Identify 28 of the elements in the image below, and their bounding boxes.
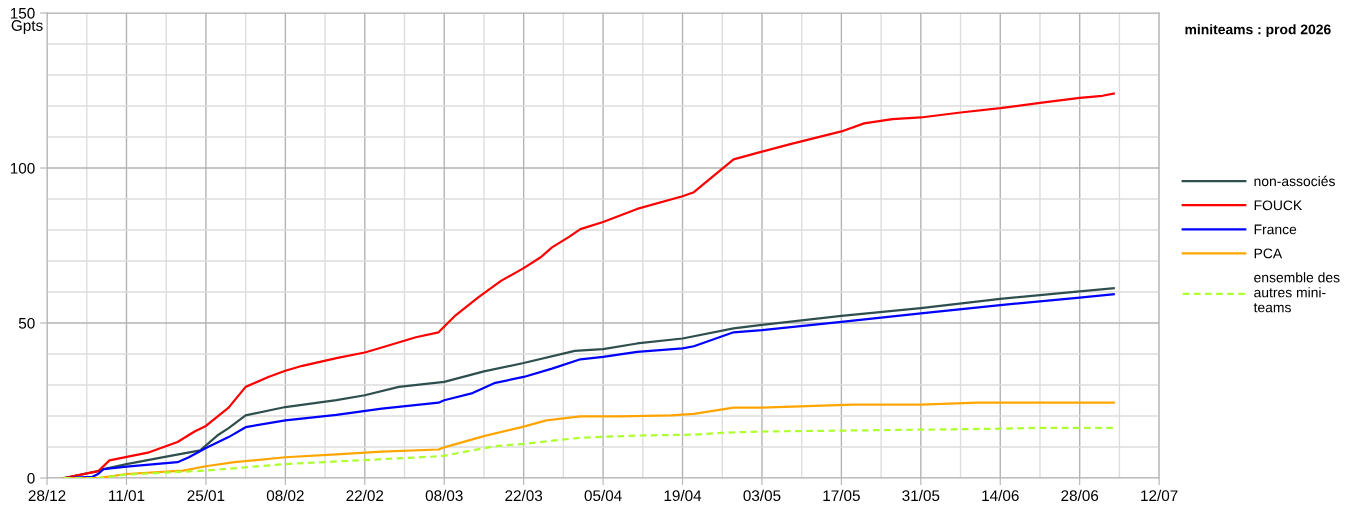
x-tick-label: 03/05 [743,489,781,502]
x-tick-label: 22/02 [346,489,384,502]
y-tick-label: 50 [18,317,35,329]
legend-label: France [1254,224,1297,235]
x-tick-label: 31/05 [902,489,940,502]
legend-label: FOUCK [1254,200,1303,211]
x-tick-label: 08/03 [425,489,463,502]
x-tick-label: 05/04 [584,489,622,502]
x-tick-label: 19/04 [664,489,702,502]
legend-label: PCA [1254,248,1283,259]
x-tick-label: 25/01 [187,489,225,502]
text: miniteams : prod 2026 [1185,24,1331,38]
x-tick-label: 22/03 [505,489,543,502]
legend-label: ensemble des autres mini- teams [1253,272,1340,313]
x-tick-label: 28/06 [1061,489,1099,502]
y-axis-title: Gpts [11,20,43,34]
x-tick-label: 12/07 [1141,489,1178,502]
x-tick-label: 11/01 [109,489,145,502]
line-series [62,401,1115,479]
y-tick-label: 0 [27,472,35,484]
x-tick-label: 17/05 [823,489,860,502]
y-tick-label: 150 [10,7,35,19]
x-tick-label: 28/12 [28,489,66,502]
legend-label: non-associés [1254,175,1335,187]
y-tick-label: 100 [10,162,35,174]
x-tick-label: 08/02 [266,489,304,502]
line-series [62,426,1115,479]
x-tick-label: 14/06 [982,489,1019,502]
